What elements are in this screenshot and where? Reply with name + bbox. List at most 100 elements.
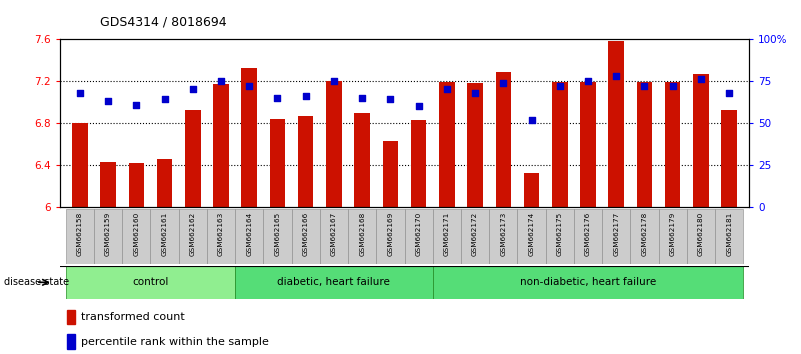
Text: control: control (132, 277, 168, 287)
Point (356, 95, 368, 101)
Bar (637, 82, 652, 207)
Text: GSM662166: GSM662166 (303, 212, 308, 256)
Point (469, 90, 481, 96)
Bar (94, 209, 123, 264)
Point (384, 97, 396, 102)
Bar (411, 120, 426, 207)
Text: GSM662181: GSM662181 (727, 212, 732, 256)
Bar (433, 209, 461, 264)
Bar (207, 209, 235, 264)
Bar (213, 84, 229, 207)
Point (102, 98, 115, 104)
Text: GSM662174: GSM662174 (529, 212, 534, 256)
Point (243, 83, 256, 89)
Bar (467, 83, 483, 207)
Bar (264, 209, 292, 264)
Text: GSM662168: GSM662168 (359, 212, 365, 256)
Text: GSM662176: GSM662176 (585, 212, 591, 256)
Point (553, 83, 566, 89)
Bar (580, 82, 596, 207)
Bar (545, 209, 574, 264)
Bar (241, 68, 257, 207)
Bar (185, 110, 200, 207)
Text: GSM662171: GSM662171 (444, 212, 450, 256)
Text: diabetic, heart failure: diabetic, heart failure (277, 277, 390, 287)
Bar (574, 209, 602, 264)
Bar (292, 209, 320, 264)
Bar (517, 209, 545, 264)
Bar (66, 266, 235, 299)
Text: GDS4314 / 8018694: GDS4314 / 8018694 (100, 15, 227, 28)
Bar (298, 116, 313, 207)
Text: GSM662161: GSM662161 (162, 212, 167, 256)
Text: non-diabetic, heart failure: non-diabetic, heart failure (520, 277, 656, 287)
Text: GSM662158: GSM662158 (77, 212, 83, 256)
Bar (489, 209, 517, 264)
Bar (67, 335, 75, 349)
Text: GSM662167: GSM662167 (331, 212, 337, 256)
Bar (235, 266, 433, 299)
Text: GSM662163: GSM662163 (218, 212, 224, 256)
Bar (609, 41, 624, 207)
Bar (270, 119, 285, 207)
Bar (179, 209, 207, 264)
Point (413, 103, 425, 109)
Text: GSM662177: GSM662177 (614, 212, 619, 256)
Text: GSM662169: GSM662169 (388, 212, 393, 256)
Bar (686, 209, 715, 264)
Text: GSM662175: GSM662175 (557, 212, 563, 256)
Point (300, 93, 312, 99)
Text: GSM662165: GSM662165 (275, 212, 280, 256)
Bar (405, 209, 433, 264)
Point (271, 95, 284, 101)
Bar (383, 141, 398, 207)
Bar (72, 123, 87, 207)
Point (328, 78, 340, 84)
Text: GSM662179: GSM662179 (670, 212, 676, 256)
Text: GSM662160: GSM662160 (133, 212, 139, 256)
Bar (235, 209, 264, 264)
Bar (658, 209, 686, 264)
Text: GSM662159: GSM662159 (105, 212, 111, 256)
Bar (433, 266, 743, 299)
Point (666, 83, 679, 89)
Point (130, 102, 143, 107)
Bar (66, 209, 94, 264)
Point (582, 78, 594, 84)
Point (610, 73, 622, 79)
Point (694, 76, 707, 82)
Text: GSM662170: GSM662170 (416, 212, 421, 256)
Text: GSM662162: GSM662162 (190, 212, 195, 256)
Bar (320, 209, 348, 264)
Point (187, 87, 199, 92)
Text: GSM662180: GSM662180 (698, 212, 704, 256)
Bar (552, 82, 568, 207)
Bar (524, 173, 539, 207)
Text: percentile rank within the sample: percentile rank within the sample (81, 337, 268, 347)
Bar (693, 74, 709, 207)
Bar (123, 209, 151, 264)
Bar (151, 209, 179, 264)
Bar (715, 209, 743, 264)
Point (723, 90, 735, 96)
Bar (354, 113, 370, 207)
Point (497, 80, 509, 86)
Text: GSM662178: GSM662178 (642, 212, 647, 256)
Bar (326, 81, 342, 207)
Bar (376, 209, 405, 264)
Bar (157, 159, 172, 207)
Point (74, 90, 87, 96)
Point (215, 78, 227, 84)
Bar (439, 82, 455, 207)
Text: GSM662173: GSM662173 (501, 212, 506, 256)
Text: GSM662164: GSM662164 (246, 212, 252, 256)
Bar (67, 310, 75, 324)
Text: disease state: disease state (4, 277, 69, 287)
Point (441, 87, 453, 92)
Bar (630, 209, 658, 264)
Bar (496, 72, 511, 207)
Bar (348, 209, 376, 264)
Bar (602, 209, 630, 264)
Text: GSM662172: GSM662172 (472, 212, 478, 256)
Bar (461, 209, 489, 264)
